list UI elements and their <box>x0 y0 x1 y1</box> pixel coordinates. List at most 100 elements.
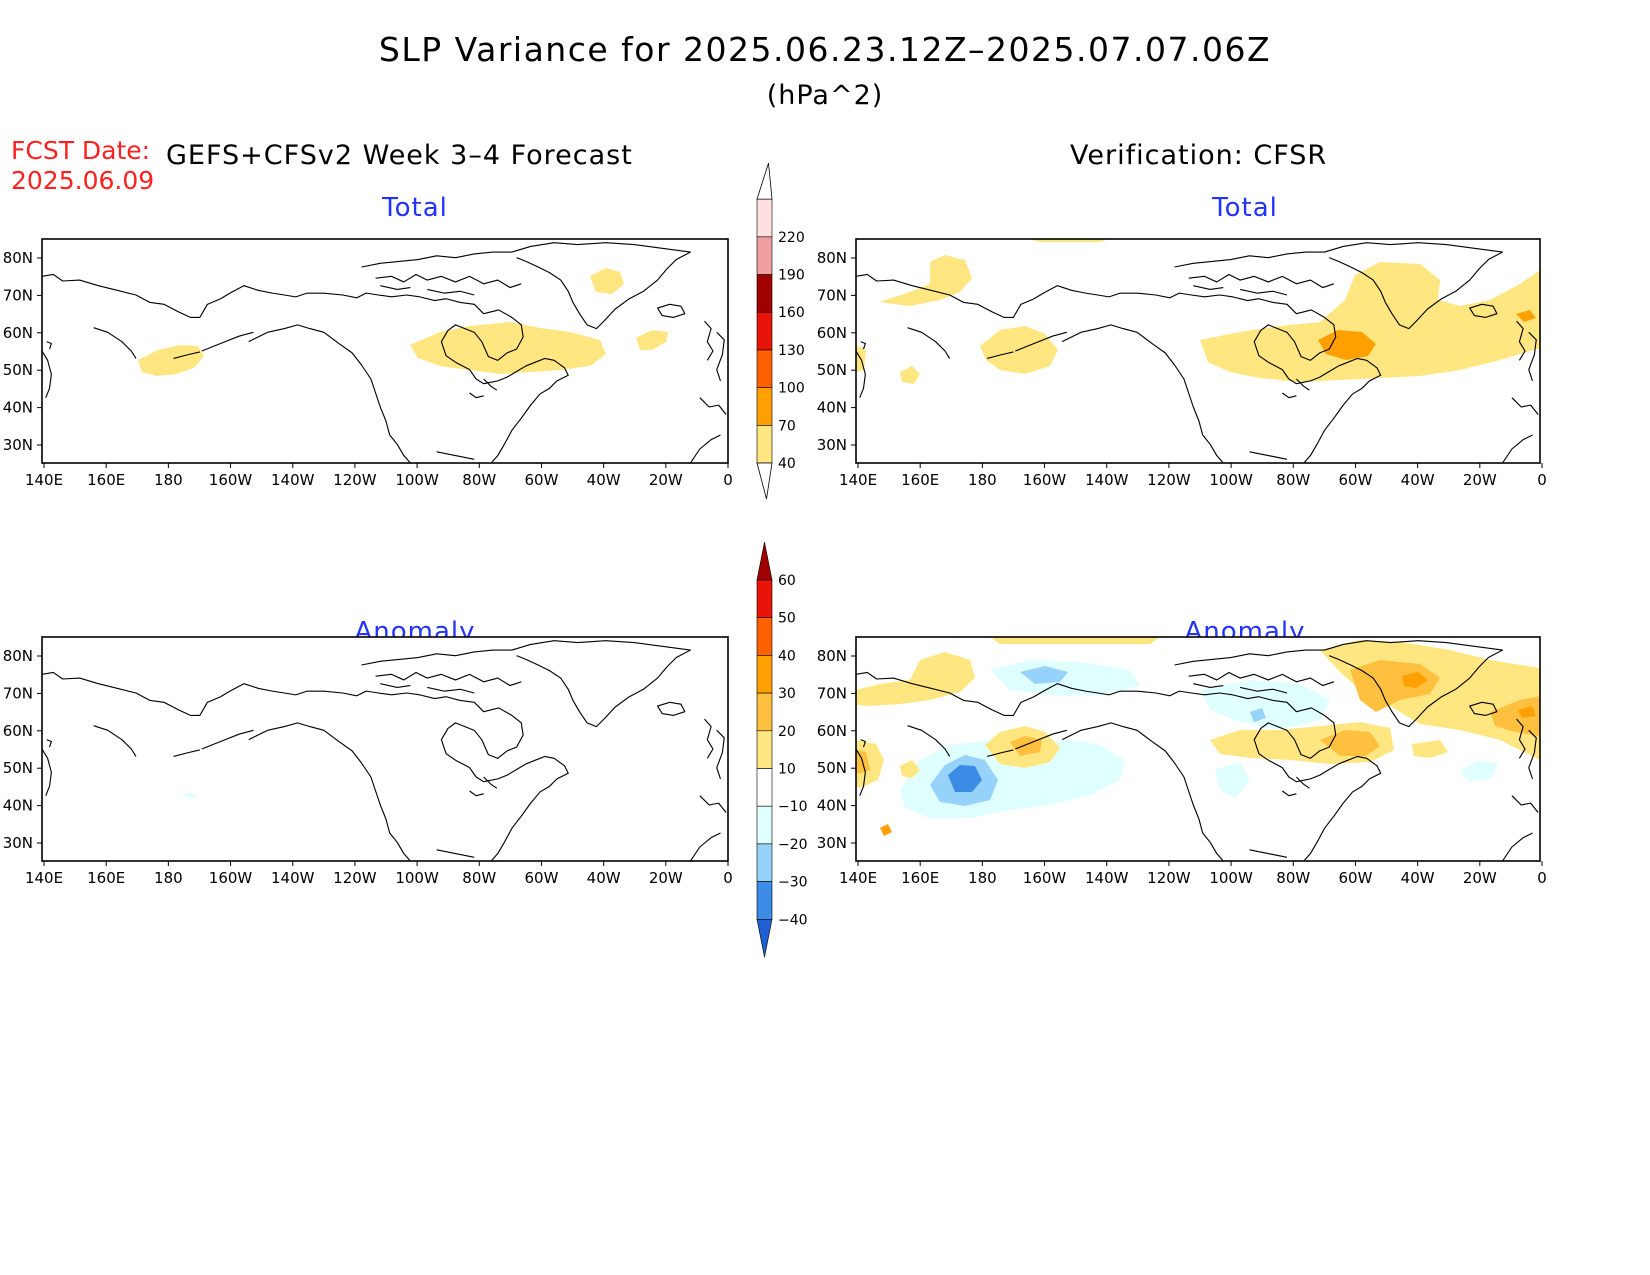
anomaly-region-arctic-medium-negative <box>1020 666 1068 684</box>
anomaly-colorbar-label: 30 <box>778 686 796 702</box>
lat-tick-label: 50N <box>817 759 847 777</box>
verification-anomaly-shading <box>856 637 1540 836</box>
lat-tick-label: 80N <box>817 647 847 665</box>
lon-tick-label: 0 <box>1537 471 1547 489</box>
total-colorbar-swatch <box>756 424 773 464</box>
verification-anomaly-map: 80N 70N 60N 50N 40N 30N 140E 160E 180 160W 140W 12… <box>817 636 1547 887</box>
verification-total-title: Total <box>1212 193 1278 223</box>
lon-tick-label: 40W <box>587 471 621 489</box>
lat-tick-label: 40N <box>3 399 33 417</box>
variance-region-siberia <box>880 255 972 306</box>
lon-tick-label: 140W <box>271 471 315 489</box>
anomaly-colorbar-label: 60 <box>778 573 796 589</box>
anomaly-colorbar-swatch <box>756 881 773 920</box>
anomaly-region-us-negative <box>1215 762 1250 798</box>
total-colorbar-label: 130 <box>778 343 805 359</box>
anomaly-colorbar-label: 20 <box>778 724 796 740</box>
lon-tick-label: 60W <box>1338 471 1372 489</box>
lat-tick-label: 50N <box>3 361 33 379</box>
anomaly-colorbar-label: −30 <box>778 875 808 891</box>
anomaly-region-small-negative <box>180 793 198 798</box>
lat-tick-label: 40N <box>817 399 847 417</box>
lat-tick-label: 60N <box>817 324 847 342</box>
lon-tick-label: 0 <box>723 471 733 489</box>
lon-tick-label: 180 <box>968 869 997 887</box>
lon-tick-label: 140W <box>1085 471 1129 489</box>
variance-region-north-atlantic <box>410 322 606 374</box>
lat-tick-label: 60N <box>3 722 33 740</box>
lat-tick-label: 50N <box>3 759 33 777</box>
total-colorbar-swatch <box>756 274 773 313</box>
figure-title: SLP Variance for 2025.06.23.12Z–2025.07.… <box>378 30 1272 69</box>
lon-tick-label: 160E <box>901 471 939 489</box>
forecast-column-header: GEFS+CFSv2 Week 3–4 Forecast <box>166 140 633 171</box>
forecast-anomaly-map: 80N 70N 60N 50N 40N 30N 140E 160E 180 160W 140W 12… <box>3 636 733 887</box>
lat-tick-label: 80N <box>817 249 847 267</box>
anomaly-colorbar-swatch <box>756 579 773 619</box>
anomaly-colorbar-swatch <box>756 768 773 807</box>
total-colorbar-label: 220 <box>778 230 805 246</box>
lat-tick-label: 30N <box>3 834 33 852</box>
anomaly-colorbar-label: 10 <box>778 762 796 778</box>
anomaly-colorbar-swatch <box>756 655 773 694</box>
anomaly-region-pacific-strong-positive <box>880 824 892 836</box>
total-colorbar-swatch <box>756 387 773 426</box>
lon-tick-label: 100W <box>395 869 439 887</box>
lon-tick-label: 20W <box>649 471 683 489</box>
anomaly-colorbar-swatch <box>756 617 773 656</box>
anomaly-region-canada-negative <box>1200 680 1330 730</box>
lon-tick-label: 140E <box>25 471 63 489</box>
lon-tick-label: 120W <box>1147 471 1191 489</box>
forecast-total-map: 80N 70N 60N 50N 40N 30N 140E 160E 180 160W 140W 12… <box>3 238 733 489</box>
lon-tick-label: 180 <box>154 471 183 489</box>
lon-tick-label: 60W <box>1338 869 1372 887</box>
anomaly-region-pacific-strong-negative <box>948 765 982 792</box>
lon-tick-label: 160E <box>87 471 125 489</box>
variance-region-west-pacific <box>138 345 204 376</box>
lon-tick-label: 80W <box>462 869 496 887</box>
figure-units: (hPa^2) <box>766 80 884 111</box>
lon-tick-label: 140E <box>839 471 877 489</box>
lon-tick-label: 160W <box>1023 869 1067 887</box>
lon-tick-label: 160W <box>1023 471 1067 489</box>
total-colorbar-swatch <box>756 311 773 351</box>
lon-tick-label: 100W <box>395 471 439 489</box>
lat-tick-label: 50N <box>817 361 847 379</box>
anomaly-colorbar-swatch <box>756 805 773 845</box>
lon-tick-label: 140W <box>1085 869 1129 887</box>
total-colorbar: 40 70 100 130 160 190 220 <box>756 162 805 500</box>
lon-tick-label: 20W <box>649 869 683 887</box>
lat-tick-label: 70N <box>817 286 847 304</box>
lon-tick-label: 80W <box>462 471 496 489</box>
variance-region-pacific-small <box>900 366 920 384</box>
anomaly-colorbar-swatch <box>756 843 773 882</box>
total-colorbar-label: 40 <box>778 456 796 472</box>
variance-region-far-east-atlantic <box>1516 310 1536 322</box>
anomaly-region-pacific-small-positive <box>900 760 920 778</box>
lat-tick-label: 70N <box>3 286 33 304</box>
lon-tick-label: 140E <box>839 869 877 887</box>
verification-total-map: 80N 70N 60N 50N 40N 30N 140E 160E 180 160W 140W 12… <box>817 238 1547 489</box>
lon-tick-label: 60W <box>524 869 558 887</box>
anomaly-colorbar-label: 50 <box>778 611 796 627</box>
lon-tick-label: 40W <box>1401 869 1435 887</box>
lat-tick-label: 70N <box>817 684 847 702</box>
lon-tick-label: 20W <box>1463 869 1497 887</box>
verification-column-header: Verification: CFSR <box>1070 140 1328 171</box>
lon-tick-label: 100W <box>1209 869 1253 887</box>
lon-tick-label: 140W <box>271 869 315 887</box>
lat-tick-label: 60N <box>817 722 847 740</box>
total-colorbar-swatch <box>756 198 773 238</box>
lon-tick-label: 0 <box>723 869 733 887</box>
lon-tick-label: 0 <box>1537 869 1547 887</box>
lon-tick-label: 100W <box>1209 471 1253 489</box>
anomaly-region-hudson-negative <box>1250 708 1266 722</box>
forecast-date-label: FCST Date: <box>11 136 151 165</box>
anomaly-region-siberia-positive <box>856 652 975 706</box>
lat-tick-label: 40N <box>3 797 33 815</box>
forecast-date-value: 2025.06.09 <box>11 166 155 195</box>
anomaly-region-east-atlantic-medium-positive <box>1490 696 1540 736</box>
anomaly-colorbar-swatch <box>756 692 773 732</box>
lon-tick-label: 120W <box>1147 869 1191 887</box>
